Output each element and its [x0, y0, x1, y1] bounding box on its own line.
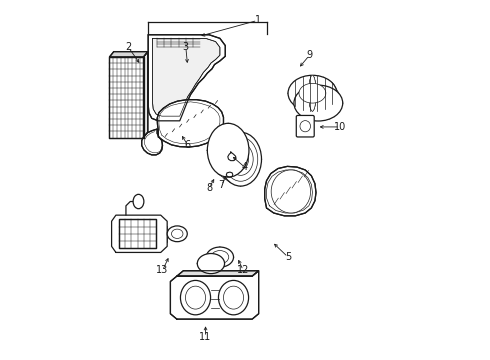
Text: 3: 3 — [183, 42, 189, 52]
Polygon shape — [109, 57, 144, 138]
Polygon shape — [157, 100, 223, 147]
Ellipse shape — [133, 194, 144, 209]
Ellipse shape — [271, 170, 311, 213]
Ellipse shape — [309, 75, 316, 111]
Polygon shape — [265, 166, 316, 216]
Ellipse shape — [211, 251, 229, 264]
Polygon shape — [119, 220, 156, 248]
Text: 13: 13 — [156, 265, 169, 275]
Ellipse shape — [233, 149, 248, 170]
Ellipse shape — [228, 143, 253, 175]
Text: 10: 10 — [334, 122, 346, 132]
Text: 2: 2 — [125, 42, 132, 52]
Polygon shape — [142, 129, 163, 155]
Polygon shape — [226, 172, 233, 177]
Ellipse shape — [309, 75, 316, 111]
Text: 6: 6 — [185, 140, 191, 150]
Ellipse shape — [206, 247, 234, 267]
Polygon shape — [177, 271, 259, 276]
Text: 1: 1 — [254, 15, 261, 26]
Text: 7: 7 — [219, 180, 225, 190]
Ellipse shape — [300, 121, 311, 132]
Ellipse shape — [288, 75, 337, 111]
Text: 9: 9 — [306, 50, 313, 60]
Ellipse shape — [197, 253, 224, 274]
Ellipse shape — [186, 286, 205, 309]
Ellipse shape — [207, 123, 249, 177]
Text: 12: 12 — [237, 265, 249, 275]
Text: 5: 5 — [285, 252, 291, 262]
Ellipse shape — [223, 137, 258, 181]
FancyBboxPatch shape — [296, 116, 314, 137]
Polygon shape — [152, 39, 220, 116]
Polygon shape — [228, 152, 236, 161]
Ellipse shape — [223, 286, 244, 309]
Ellipse shape — [180, 280, 211, 315]
Ellipse shape — [172, 229, 183, 238]
Ellipse shape — [309, 75, 316, 111]
Polygon shape — [171, 271, 259, 319]
Text: 4: 4 — [242, 162, 248, 172]
Ellipse shape — [294, 85, 343, 121]
Text: 11: 11 — [199, 332, 212, 342]
Ellipse shape — [219, 280, 248, 315]
Text: 8: 8 — [206, 183, 212, 193]
Polygon shape — [109, 51, 148, 57]
Ellipse shape — [220, 132, 262, 186]
Polygon shape — [148, 35, 225, 121]
Ellipse shape — [299, 84, 326, 103]
Ellipse shape — [167, 226, 187, 242]
Polygon shape — [144, 51, 148, 138]
